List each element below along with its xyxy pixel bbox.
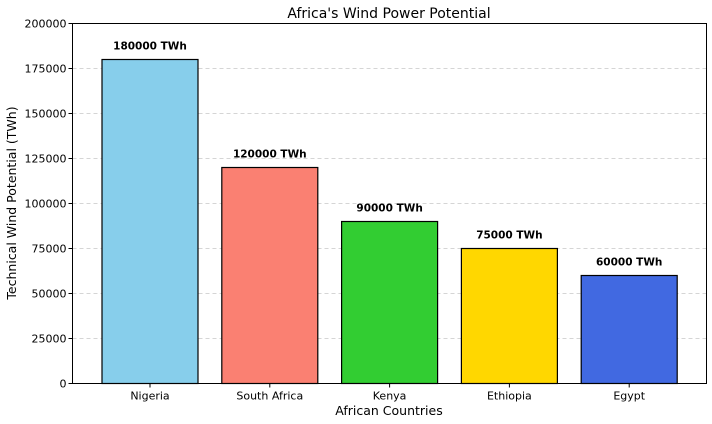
bar-nigeria [101, 58, 199, 385]
x-axis-ticks: Nigeria South Africa Kenya Ethiopia Egypt [130, 383, 646, 403]
y-tick-label: 175000 [25, 63, 67, 76]
y-axis-ticks: 0 25000 50000 75000 100000 125000 150000 175000… [25, 18, 73, 391]
bar-egypt [580, 274, 678, 385]
x-tick-label: Ethiopia [487, 390, 532, 403]
x-tick-label: Kenya [373, 390, 407, 403]
y-tick-label: 75000 [32, 243, 67, 256]
x-axis-label: African Countries [335, 403, 442, 418]
y-tick-label: 200000 [25, 18, 67, 31]
data-label: 180000 TWh [113, 41, 187, 53]
y-tick-label: 50000 [32, 288, 67, 301]
y-tick-label: 125000 [25, 153, 67, 166]
y-tick-label: 100000 [25, 198, 67, 211]
y-tick-label: 150000 [25, 108, 67, 121]
bar-kenya [341, 220, 439, 385]
data-label: 75000 TWh [476, 230, 542, 242]
data-label: 90000 TWh [356, 203, 422, 215]
data-label: 120000 TWh [233, 149, 307, 161]
chart-title: Africa's Wind Power Potential [287, 6, 490, 22]
data-labels: 180000 TWh 120000 TWh 90000 TWh 75000 TWh 60… [113, 41, 662, 269]
y-axis-label: Technical Wind Potential (TWh) [4, 106, 19, 300]
data-label: 60000 TWh [596, 257, 662, 269]
y-tick-label: 0 [60, 378, 67, 391]
x-tick-label: Nigeria [130, 390, 169, 403]
x-tick-label: South Africa [236, 390, 303, 403]
x-tick-label: Egypt [613, 390, 645, 403]
y-tick-label: 25000 [32, 333, 67, 346]
bar-ethiopia [460, 247, 558, 385]
bar-south-africa [221, 166, 319, 385]
